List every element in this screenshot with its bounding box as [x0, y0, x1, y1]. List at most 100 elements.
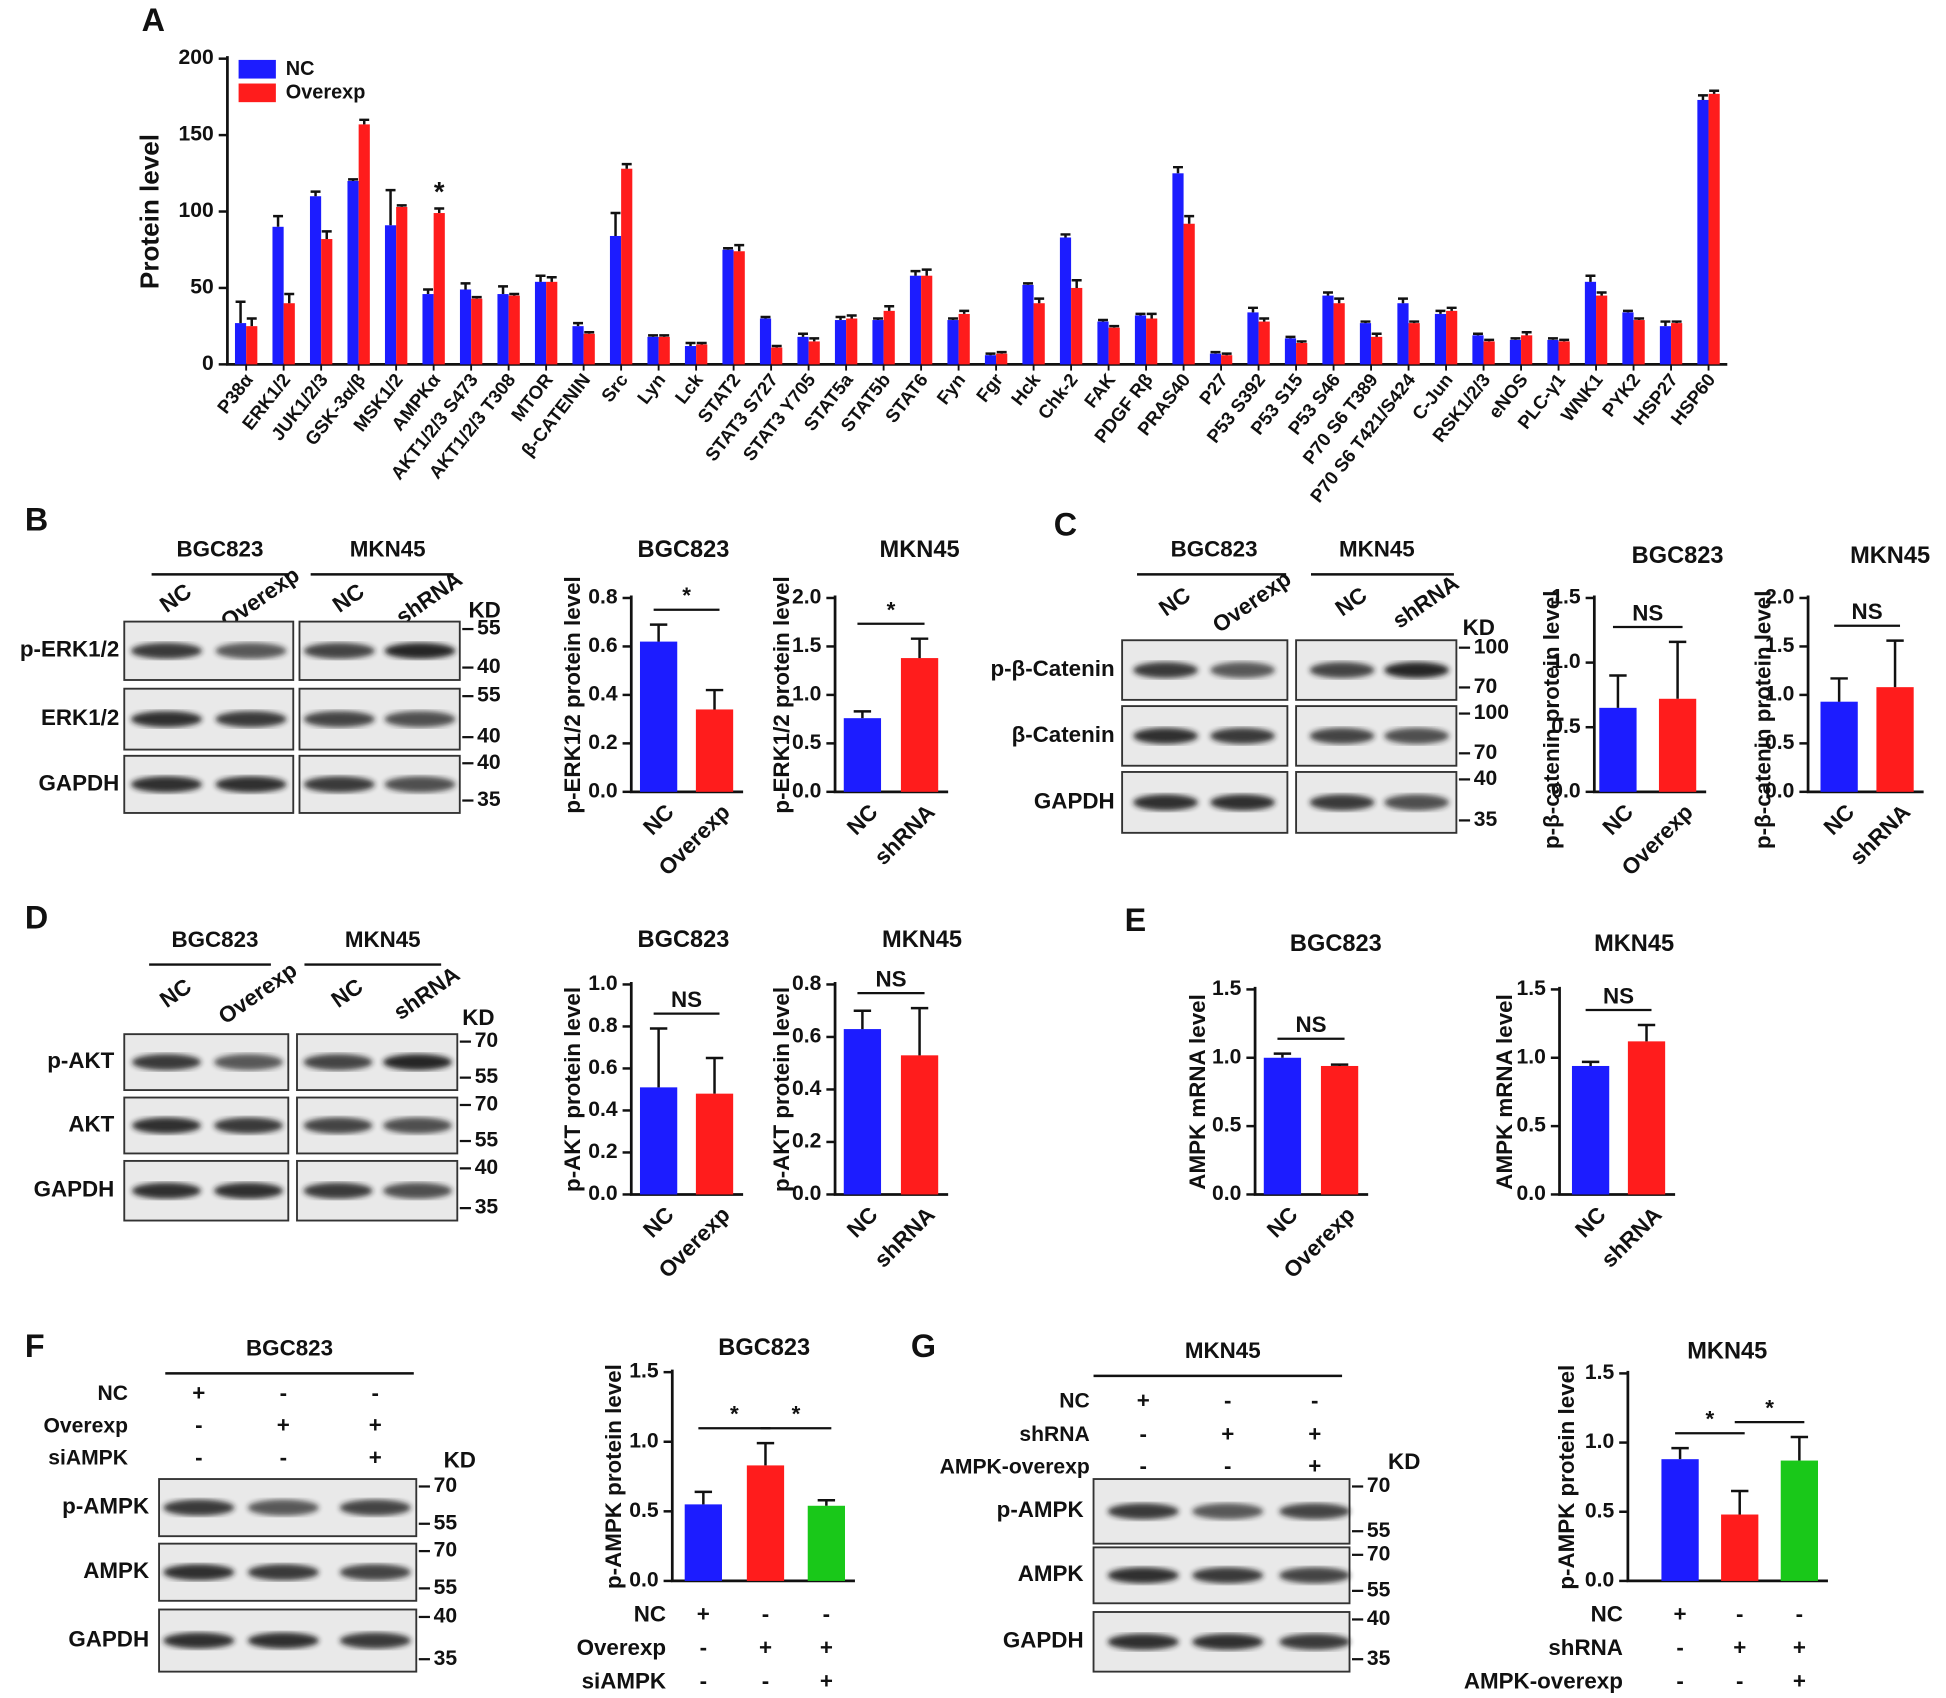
y-tick-label: 0.5 [1585, 1499, 1615, 1522]
chart-title: BGC823 [638, 537, 730, 563]
blot-row-label: GAPDH [34, 1177, 115, 1202]
y-tick-label: 0 [202, 352, 214, 375]
error-bar [1398, 297, 1408, 304]
blot-row-label: p-β-Catenin [990, 656, 1114, 681]
bar [609, 235, 622, 365]
y-tick-label: 1.5 [1212, 977, 1242, 1000]
error-bar [649, 1027, 668, 1088]
marker-label: 55 [475, 1129, 499, 1152]
blot-band [1107, 1567, 1179, 1584]
bar [947, 320, 959, 365]
bar [1209, 353, 1222, 365]
blot-row-label: GAPDH [39, 770, 120, 795]
marker-label: 55 [477, 684, 501, 707]
panel-label: A [142, 2, 165, 38]
bar [1622, 312, 1634, 365]
y-tick-label: 0.2 [588, 1140, 617, 1163]
error-bar [1731, 1489, 1749, 1515]
y-tick-label: 1.0 [1517, 1045, 1546, 1068]
y-tick-label: 200 [179, 46, 214, 69]
row-mark: + [1793, 1635, 1806, 1660]
error-bar [884, 305, 895, 311]
blot-band [132, 1182, 201, 1199]
annotation: * [434, 176, 445, 207]
y-tick-label: 1.0 [1765, 682, 1794, 705]
blot-band [1384, 661, 1449, 679]
marker-label: 55 [477, 617, 501, 640]
marker-label: 40 [477, 655, 500, 678]
bar [459, 289, 472, 365]
bar [1146, 318, 1158, 365]
error-bar [546, 275, 557, 282]
y-tick-label: 0.8 [588, 1014, 618, 1037]
error-bar [1248, 306, 1258, 313]
error-bar [853, 710, 872, 719]
bar [497, 294, 509, 365]
significance-label: * [792, 1402, 801, 1427]
marker-label: 40 [434, 1605, 457, 1628]
error-bar [310, 190, 321, 197]
row-mark: - [762, 1669, 769, 1694]
blot-band [131, 776, 203, 793]
blot-band [384, 711, 456, 728]
y-axis-label: p-AKT protein level [769, 987, 794, 1192]
y-axis-label: AMPK mRNA level [1492, 994, 1517, 1189]
treatment-mark: + [277, 1413, 290, 1438]
row-mark: + [759, 1635, 772, 1660]
axis [226, 56, 1728, 366]
lane-label: NC [155, 974, 196, 1013]
error-bar [1472, 332, 1483, 336]
lane-label: NC [1154, 582, 1195, 621]
bar [1397, 303, 1409, 365]
bar [1296, 342, 1308, 365]
kd-label: KD [444, 1448, 476, 1473]
row-mark: + [820, 1669, 833, 1694]
marker-label: 35 [475, 1196, 499, 1219]
bar [1059, 237, 1072, 365]
row-mark: + [820, 1635, 833, 1660]
error-bar [1259, 317, 1270, 322]
bar [639, 641, 678, 792]
treatment-mark: + [192, 1380, 205, 1405]
error-bar [1581, 1060, 1600, 1066]
y-tick-label: 0.4 [792, 1077, 822, 1100]
blot-band [163, 1632, 235, 1649]
error-bar [1334, 297, 1345, 304]
blot-band [131, 642, 203, 659]
chart-title: BGC823 [638, 927, 730, 953]
error-bar [910, 1006, 929, 1056]
bar [759, 318, 772, 365]
significance-label: NS [1295, 1012, 1326, 1037]
row-mark: - [1676, 1635, 1683, 1660]
row-mark: - [700, 1669, 707, 1694]
bar [883, 310, 895, 365]
y-axis-label: p-β-catenin protein level [1539, 591, 1564, 849]
y-tick-label: 0.8 [588, 586, 618, 609]
error-bar [1697, 94, 1708, 100]
blot-band [1309, 794, 1375, 811]
chart-title: BGC823 [1290, 931, 1382, 957]
bar [984, 355, 997, 365]
blot-band [1309, 727, 1375, 744]
error-bar [853, 1009, 872, 1030]
y-tick-label: 0.5 [792, 731, 822, 754]
blot-band [215, 776, 287, 793]
bar [508, 295, 520, 365]
chart-title: MKN45 [882, 927, 962, 953]
treatment-mark: + [1137, 1388, 1150, 1413]
y-tick-label: 1.5 [1551, 586, 1581, 609]
x-tick-label: Fyn [932, 369, 969, 408]
x-tick-label: NC [1262, 1202, 1303, 1243]
lane-label: NC [328, 578, 369, 617]
bar [658, 336, 670, 365]
blot-band [1133, 794, 1198, 811]
blot-row-label: AKT [68, 1111, 114, 1136]
error-bar [1622, 309, 1633, 313]
chart-title: MKN45 [1850, 543, 1930, 569]
error-bar [1330, 1063, 1349, 1066]
bar [797, 336, 809, 365]
error-bar [1790, 1435, 1809, 1461]
significance-label: * [682, 583, 691, 608]
bar [1333, 303, 1345, 365]
